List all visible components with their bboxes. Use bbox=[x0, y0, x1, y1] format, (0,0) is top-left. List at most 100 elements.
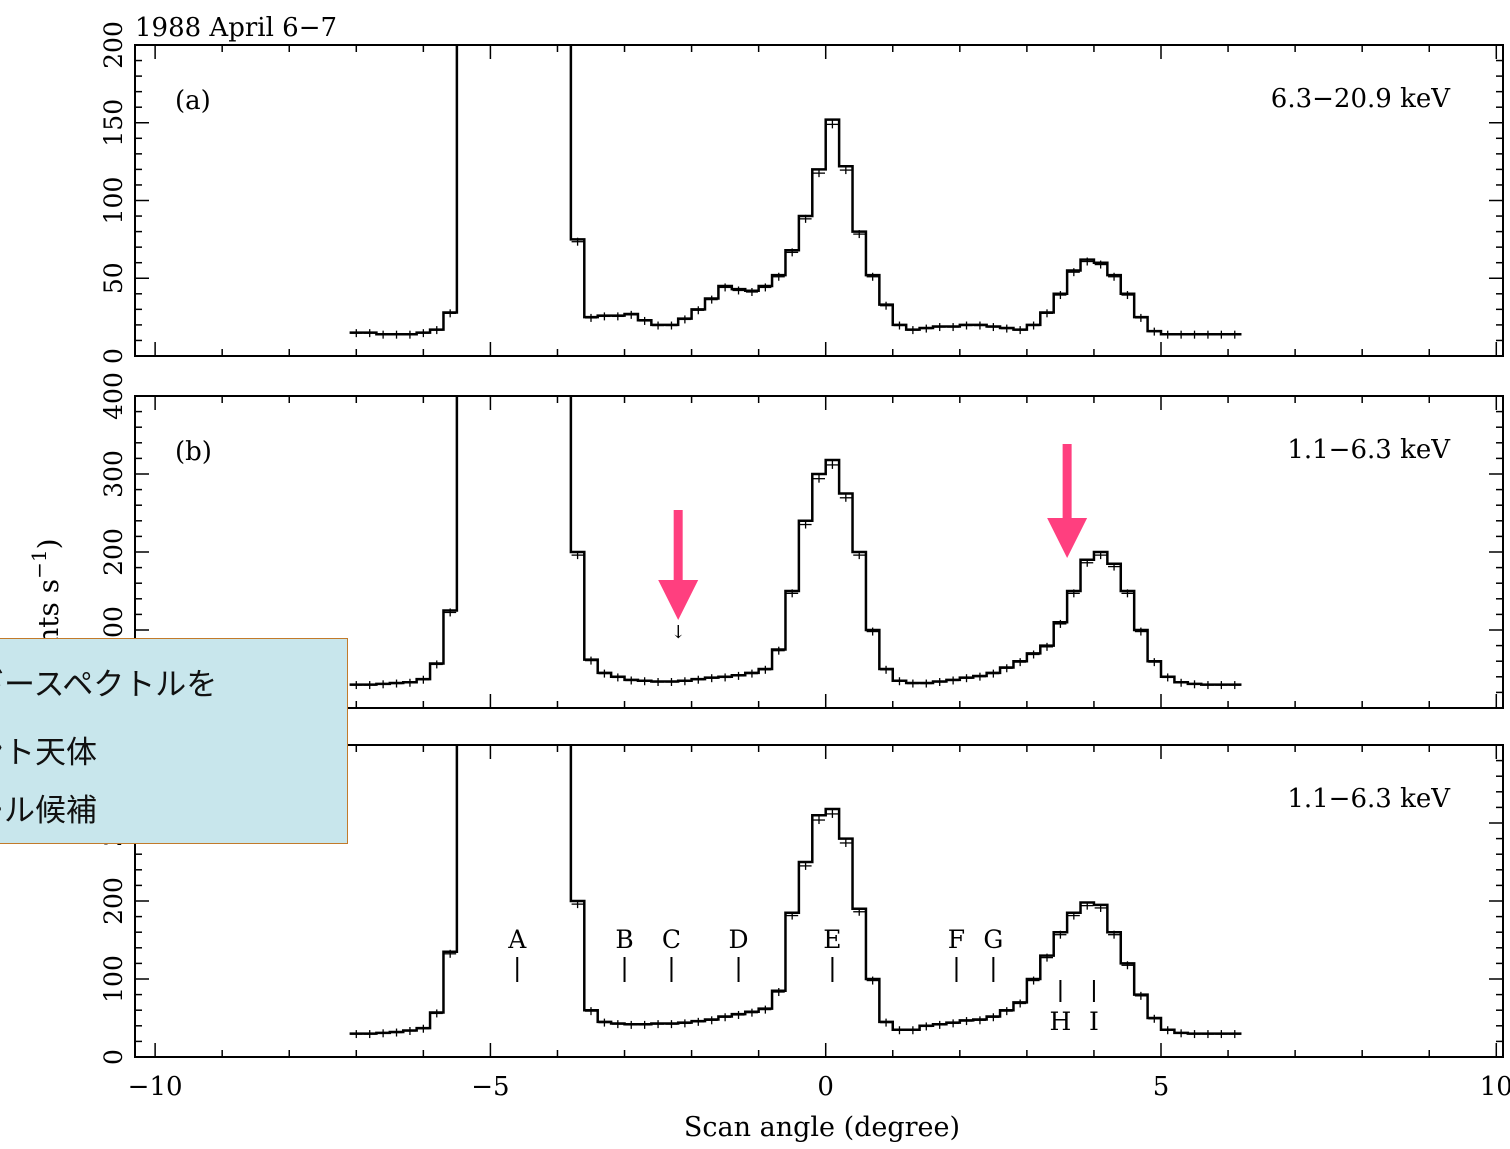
data-point bbox=[799, 214, 812, 223]
data-point bbox=[1000, 1007, 1013, 1016]
data-point bbox=[893, 1026, 906, 1035]
data-point bbox=[866, 976, 879, 985]
data-point bbox=[1041, 309, 1053, 318]
data-point bbox=[625, 676, 638, 685]
data-point bbox=[947, 1019, 960, 1028]
source-label: A bbox=[507, 925, 527, 954]
data-point bbox=[678, 677, 691, 686]
data-point bbox=[1027, 321, 1040, 330]
data-point bbox=[1027, 650, 1040, 659]
source-marker: B bbox=[615, 925, 634, 982]
x-axis-label: Scan angle (degree) bbox=[684, 1112, 960, 1143]
data-point bbox=[403, 1027, 416, 1036]
data-point bbox=[1081, 558, 1094, 567]
data-point bbox=[893, 677, 906, 686]
data-point bbox=[585, 656, 597, 665]
data-point bbox=[678, 1019, 691, 1028]
data-point bbox=[987, 1013, 1000, 1022]
data-point bbox=[1215, 681, 1228, 690]
data-point bbox=[417, 675, 430, 684]
source-label: I bbox=[1089, 1007, 1099, 1036]
data-point bbox=[571, 551, 584, 560]
annotation-note-line-3: ール候補 bbox=[0, 793, 97, 829]
data-point bbox=[598, 1018, 611, 1027]
data-point bbox=[973, 672, 986, 681]
data-point bbox=[1081, 901, 1094, 910]
source-label: F bbox=[948, 925, 965, 954]
data-point bbox=[571, 237, 584, 246]
data-point bbox=[960, 674, 973, 683]
data-point bbox=[839, 838, 852, 847]
data-point bbox=[1014, 999, 1027, 1008]
data-point bbox=[363, 1030, 376, 1039]
data-point bbox=[1094, 551, 1107, 560]
y-tick-label: 50 bbox=[99, 262, 128, 294]
data-point bbox=[933, 678, 946, 687]
source-marker: E bbox=[823, 925, 842, 982]
data-point bbox=[1094, 260, 1107, 269]
data-point bbox=[705, 295, 718, 304]
arrow-head bbox=[1047, 518, 1088, 558]
data-point bbox=[1215, 330, 1228, 339]
y-tick-label: 300 bbox=[99, 450, 128, 498]
data-point bbox=[665, 1020, 678, 1029]
data-point bbox=[772, 272, 785, 281]
data-point bbox=[611, 673, 624, 682]
data-point bbox=[678, 315, 691, 324]
data-point bbox=[1108, 562, 1121, 571]
data-point bbox=[1067, 268, 1080, 277]
data-point bbox=[377, 680, 390, 689]
data-point bbox=[1175, 678, 1188, 687]
data-point bbox=[390, 330, 403, 339]
series-line bbox=[349, 745, 1242, 1035]
data-point bbox=[1121, 589, 1134, 598]
data-point bbox=[786, 911, 799, 920]
data-point bbox=[665, 321, 678, 330]
data-point bbox=[1054, 291, 1067, 300]
source-marker: F bbox=[948, 925, 965, 982]
data-point bbox=[1108, 930, 1121, 939]
data-point bbox=[350, 1030, 363, 1039]
data-point bbox=[1175, 330, 1188, 339]
data-point bbox=[1134, 313, 1147, 322]
data-point bbox=[960, 321, 973, 330]
data-point bbox=[1081, 257, 1094, 266]
data-point bbox=[745, 669, 758, 678]
data-point bbox=[719, 283, 732, 292]
data-point bbox=[880, 1018, 893, 1027]
data-point bbox=[350, 681, 363, 690]
data-point bbox=[719, 673, 732, 682]
data-point bbox=[377, 330, 390, 339]
data-point bbox=[1228, 330, 1241, 339]
data-point bbox=[1067, 589, 1080, 598]
data-point bbox=[880, 301, 893, 310]
data-point bbox=[692, 1017, 705, 1026]
y-axis-label-tail: ) bbox=[32, 538, 65, 549]
y-tick-label: 100 bbox=[99, 955, 128, 1003]
data-point bbox=[444, 949, 457, 958]
y-tick-label: 400 bbox=[99, 372, 128, 420]
data-point bbox=[1121, 291, 1134, 300]
data-point bbox=[1201, 681, 1214, 690]
data-point bbox=[1188, 330, 1201, 339]
y-tick-label: 200 bbox=[99, 877, 128, 925]
data-point bbox=[786, 589, 799, 598]
data-point bbox=[403, 678, 416, 687]
series-line bbox=[349, 396, 1242, 686]
data-point bbox=[598, 669, 611, 678]
data-point bbox=[652, 321, 665, 330]
data-point bbox=[1148, 658, 1161, 667]
data-point bbox=[799, 861, 812, 870]
data-point bbox=[826, 120, 839, 129]
data-point bbox=[893, 321, 906, 330]
data-point bbox=[719, 1013, 732, 1022]
y-tick-label: 100 bbox=[99, 177, 128, 225]
data-point bbox=[350, 329, 363, 338]
data-point bbox=[786, 248, 799, 257]
data-point bbox=[611, 1020, 624, 1029]
data-point bbox=[417, 329, 430, 338]
data-point bbox=[625, 1020, 638, 1029]
